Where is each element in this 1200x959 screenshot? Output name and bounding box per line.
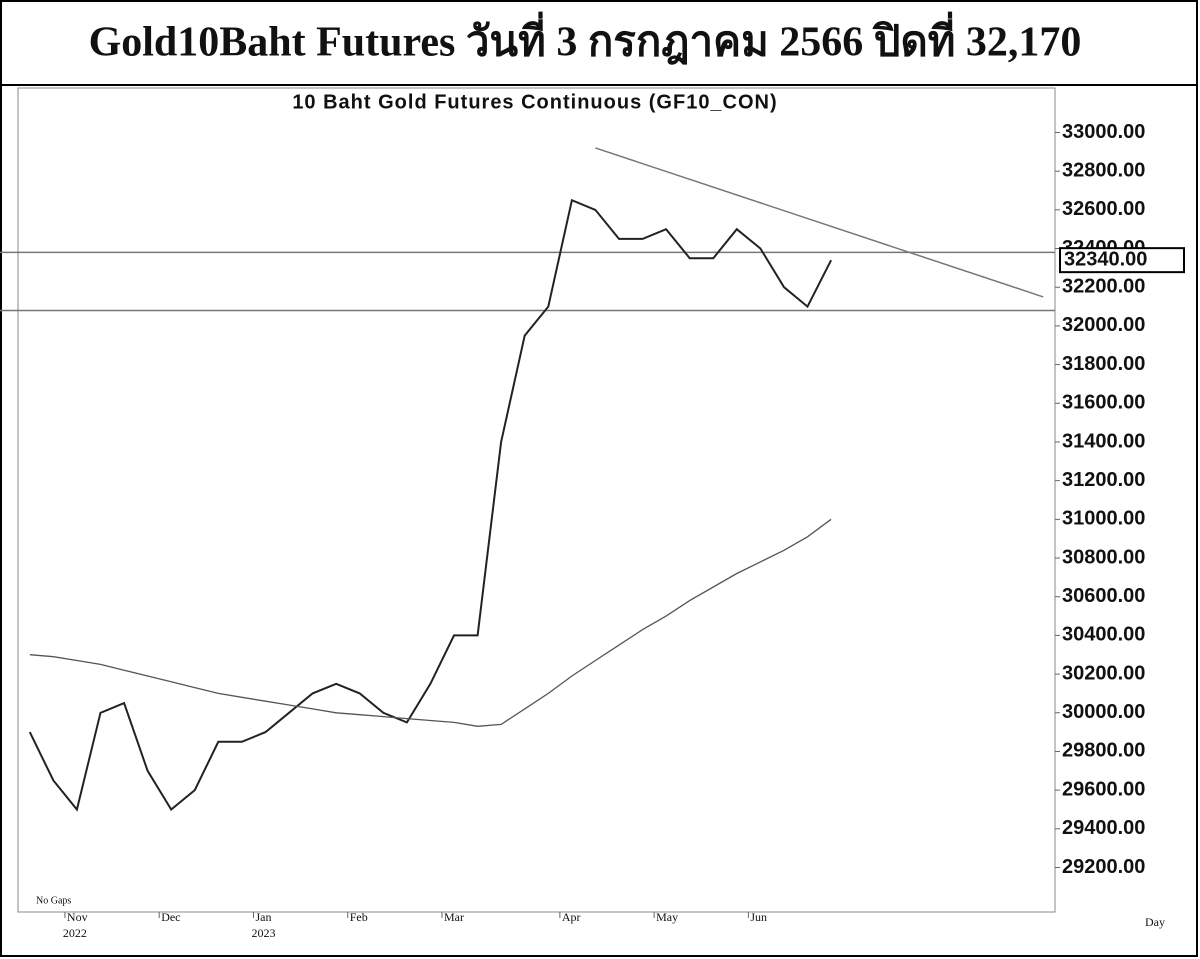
y-tick-label: 29800.00 — [1062, 740, 1145, 762]
x-tick-label: Jan — [255, 910, 271, 924]
x-tick-label: Mar — [444, 910, 464, 924]
x-year-label: 2022 — [63, 926, 87, 940]
y-tick-label: 31600.00 — [1062, 392, 1145, 414]
y-tick-label: 30000.00 — [1062, 701, 1145, 723]
y-tick-label: 30200.00 — [1062, 662, 1145, 684]
chart-subtitle: 10 Baht Gold Futures Continuous (GF10_CO… — [292, 91, 777, 113]
y-tick-label: 30600.00 — [1062, 585, 1145, 607]
y-tick-label: 31200.00 — [1062, 469, 1145, 491]
last-value-label: 32340.00 — [1064, 248, 1147, 270]
y-tick-label: 32200.00 — [1062, 276, 1145, 298]
y-tick-label: 32000.00 — [1062, 314, 1145, 336]
x-tick-label: May — [656, 910, 678, 924]
chart-title: Gold10Baht Futures วันที่ 3 กรกฎาคม 2566… — [89, 12, 1082, 66]
y-tick-label: 29200.00 — [1062, 856, 1145, 878]
y-tick-label: 32600.00 — [1062, 198, 1145, 220]
price-line — [28, 198, 832, 812]
x-year-label: 2023 — [251, 926, 275, 940]
moving-average-line — [29, 518, 832, 727]
x-note: No Gaps — [36, 895, 71, 906]
x-tick-label: Apr — [562, 910, 581, 924]
y-tick-label: 30400.00 — [1062, 624, 1145, 646]
x-tick-label: Nov — [67, 910, 88, 924]
plot-frame — [17, 87, 1056, 913]
x-tick-label: Dec — [161, 910, 180, 924]
y-tick-label: 29400.00 — [1062, 817, 1145, 839]
y-tick-label: 30800.00 — [1062, 546, 1145, 568]
x-axis-label: Day — [1145, 915, 1165, 929]
trend-line — [595, 147, 1044, 298]
x-tick-label: Jun — [750, 910, 767, 924]
last-value-box — [1059, 247, 1185, 274]
y-tick-label: 31400.00 — [1062, 430, 1145, 452]
y-tick-label: 29600.00 — [1062, 778, 1145, 800]
y-tick-label: 32800.00 — [1062, 159, 1145, 181]
x-tick-label: Feb — [350, 910, 368, 924]
y-tick-label: 31800.00 — [1062, 353, 1145, 375]
y-tick-label: 33000.00 — [1062, 121, 1145, 143]
y-tick-label: 31000.00 — [1062, 508, 1145, 530]
